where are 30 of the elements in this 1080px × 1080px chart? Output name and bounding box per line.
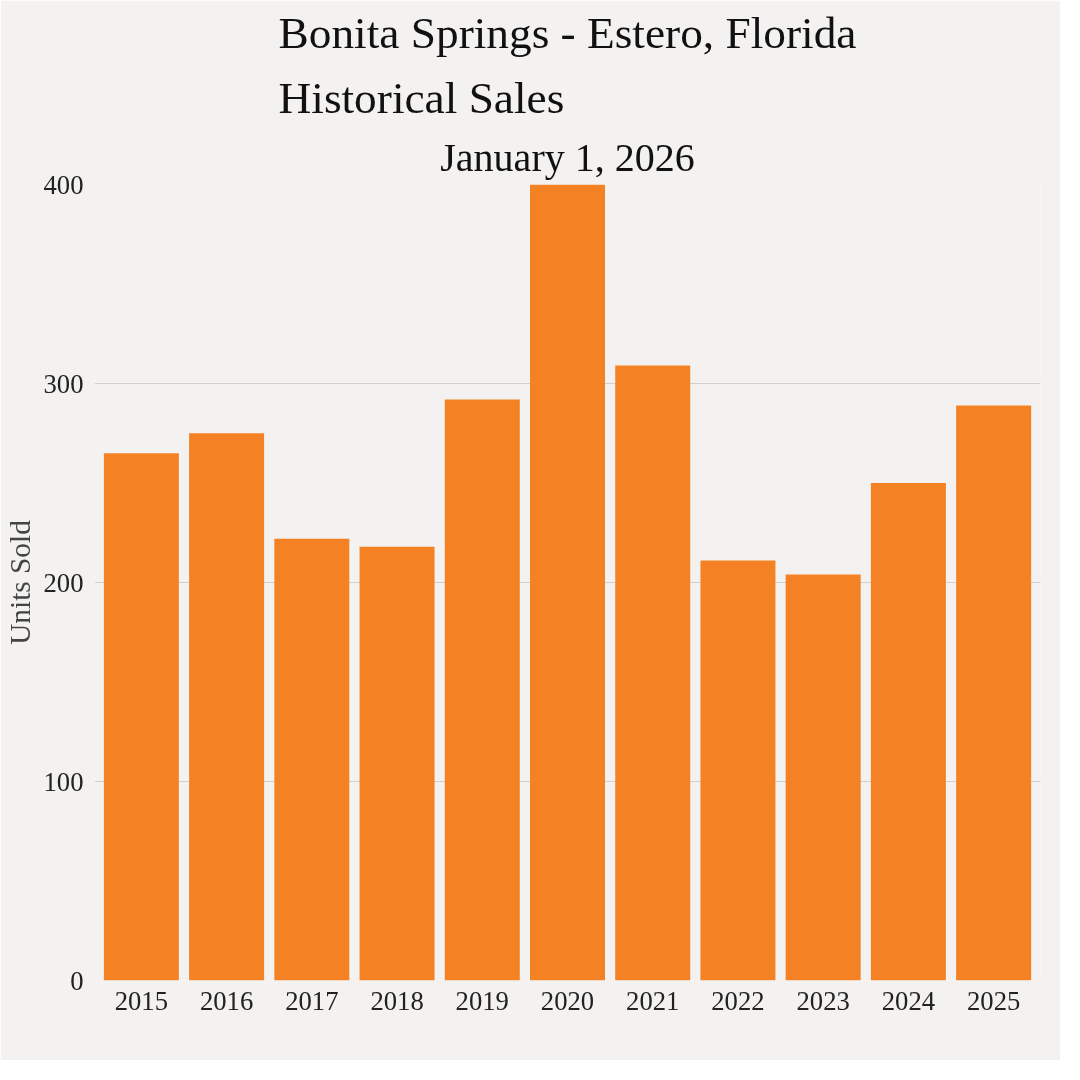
bar [189,433,265,981]
x-tick-label: 2023 [796,985,850,1016]
x-tick-label: 2017 [285,985,339,1016]
bar [359,546,435,981]
bar [103,453,179,981]
bar [274,538,350,981]
x-tick-label: 2018 [370,985,424,1016]
x-tick-label: 2015 [114,985,169,1016]
y-tick-label: 100 [43,766,84,797]
bar [615,365,691,981]
x-tick-label: 2016 [199,985,254,1016]
x-tick-label: 2020 [540,985,595,1016]
x-tick-label: 2019 [455,985,509,1016]
x-tick-label: 2024 [881,985,936,1016]
bar [530,184,605,981]
bar [956,405,1032,981]
bar [785,574,861,981]
bar [700,560,776,981]
chart-title: Bonita Springs - Estero, Florida Historical Sales [278,7,857,123]
y-tick-label: 300 [43,368,84,399]
chart-subtitle: January 1, 2026 [440,134,695,180]
bar [444,399,520,981]
x-tick-label: 2021 [626,985,680,1016]
y-tick-label: 200 [43,567,84,598]
x-tick-label: 2022 [711,985,765,1016]
bar [870,483,946,981]
x-tick-label: 2025 [966,985,1021,1016]
y-tick-label: 0 [70,965,84,996]
y-tick-label: 400 [43,169,84,200]
y-axis-title: Units Sold [3,519,36,645]
